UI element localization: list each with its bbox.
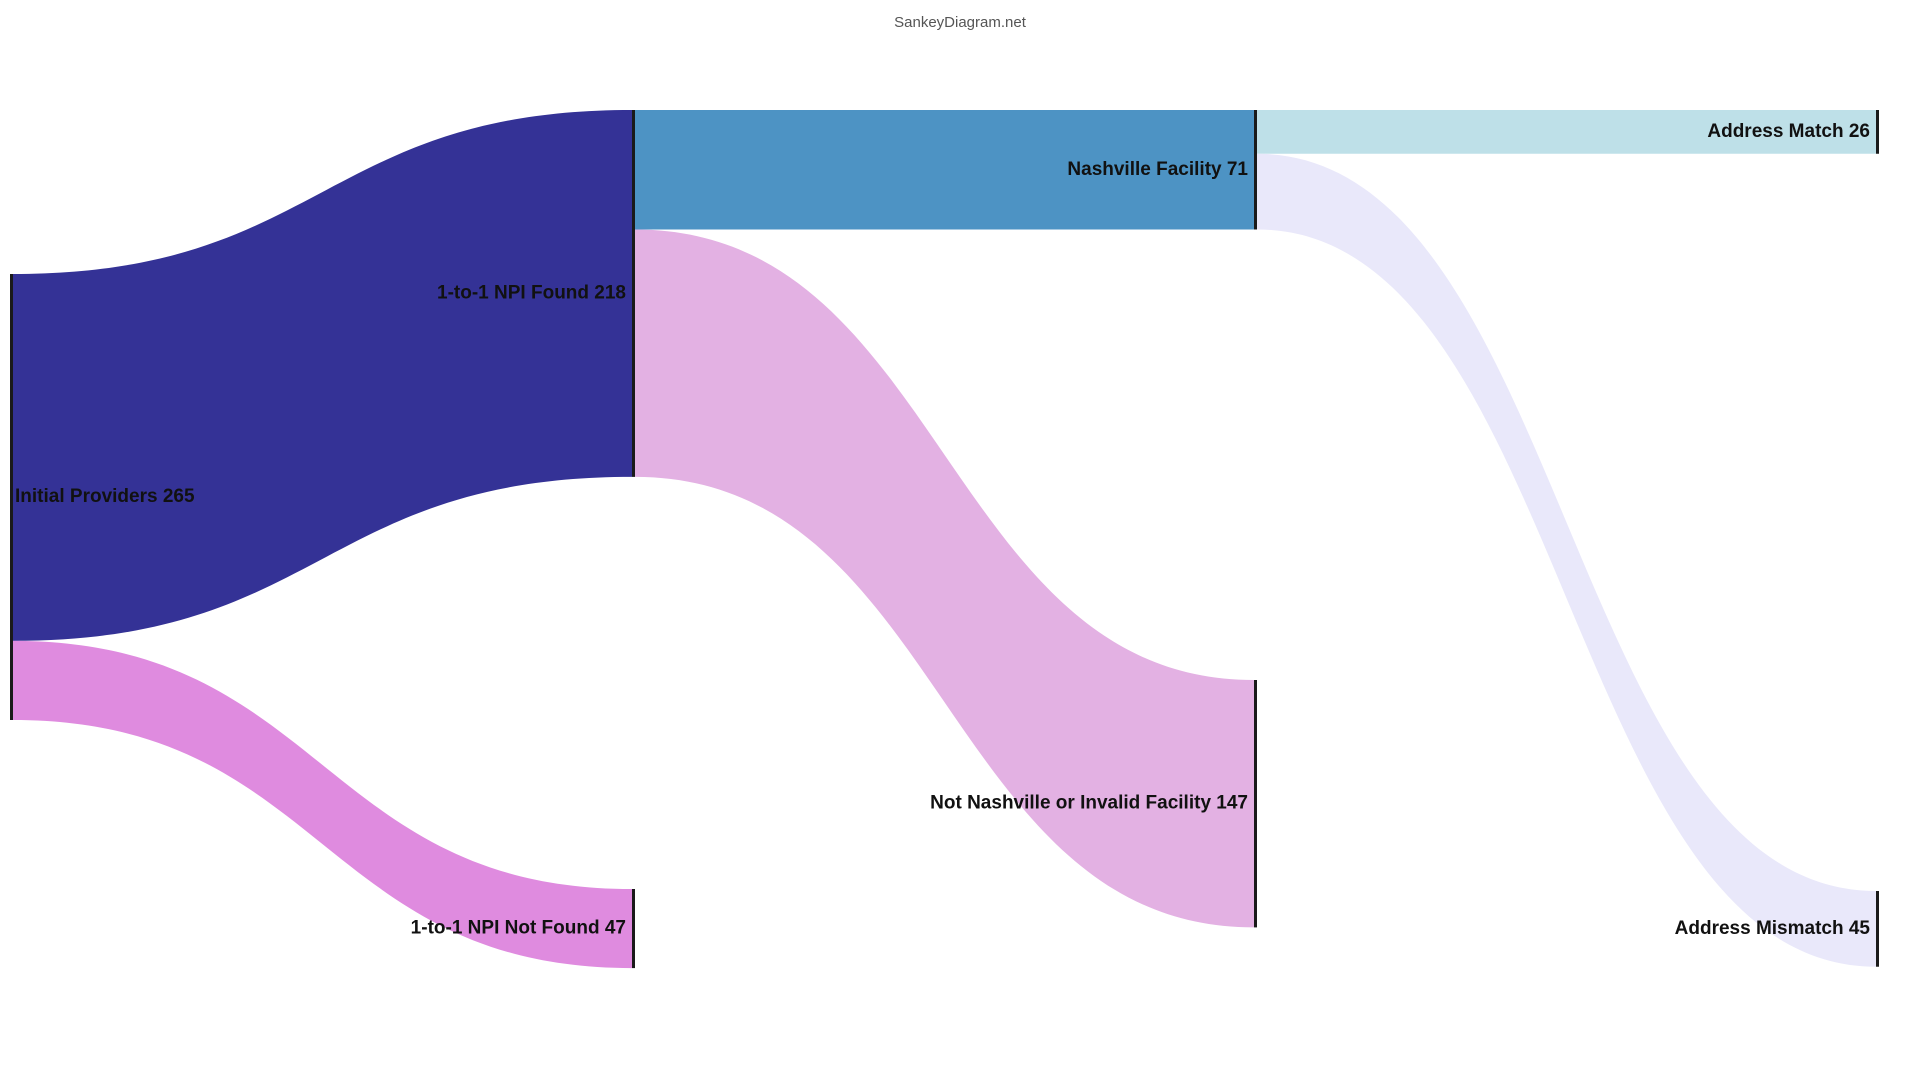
node-nashville[interactable] — [1254, 110, 1257, 230]
sankey-links — [13, 110, 1876, 969]
node-notfound[interactable] — [632, 889, 635, 969]
node-match[interactable] — [1876, 110, 1879, 154]
sankey-nodes — [10, 110, 1879, 969]
watermark-text: SankeyDiagram.net — [894, 14, 1026, 31]
link-initial-to-found[interactable] — [13, 110, 632, 641]
node-label-notfound: 1-to-1 NPI Not Found 47 — [411, 918, 626, 939]
node-notnash[interactable] — [1254, 680, 1257, 928]
node-label-notnash: Not Nashville or Invalid Facility 147 — [930, 793, 1248, 814]
link-nashville-to-mismatch[interactable] — [1257, 153, 1876, 967]
link-found-to-nashville[interactable] — [635, 110, 1254, 230]
link-found-to-notnash[interactable] — [635, 229, 1254, 928]
link-initial-to-notfound[interactable] — [13, 640, 632, 969]
node-mismatch[interactable] — [1876, 891, 1879, 967]
node-label-mismatch: Address Mismatch 45 — [1675, 918, 1871, 939]
node-initial[interactable] — [10, 274, 13, 720]
link-nashville-to-match[interactable] — [1257, 110, 1876, 154]
sankey-labels: Initial Providers 265 1-to-1 NPI Found 21… — [15, 121, 1870, 939]
node-label-match: Address Match 26 — [1707, 121, 1870, 142]
node-label-initial: Initial Providers 265 — [15, 486, 195, 507]
node-found[interactable] — [632, 110, 635, 477]
node-label-nashville: Nashville Facility 71 — [1067, 159, 1248, 180]
node-label-found: 1-to-1 NPI Found 218 — [437, 282, 626, 303]
